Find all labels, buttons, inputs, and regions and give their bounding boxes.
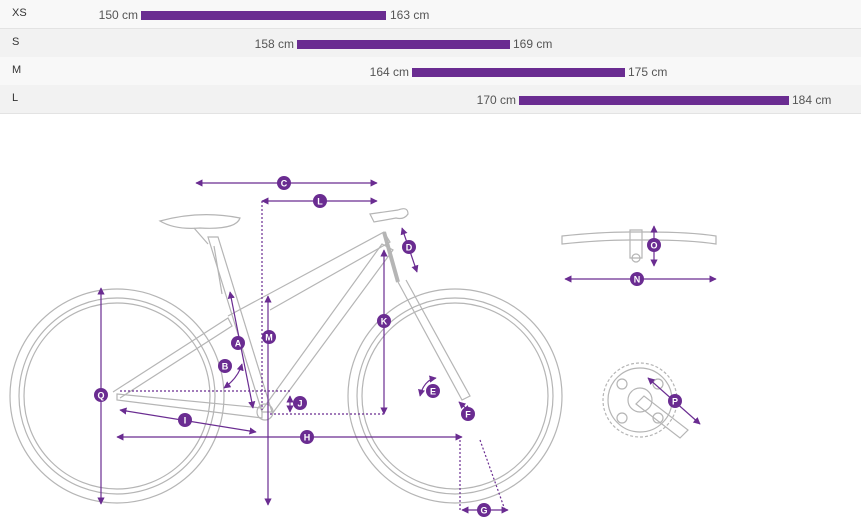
bike-outline <box>9 208 563 504</box>
seat-clamp <box>193 227 209 245</box>
badge-m: M <box>262 330 276 344</box>
size-range-bar <box>297 40 510 49</box>
size-label: L <box>12 92 19 104</box>
size-range-bar <box>519 96 789 105</box>
badge-q-label: Q <box>97 391 104 401</box>
badge-c-label: C <box>281 179 288 189</box>
badge-e-label: E <box>430 387 436 397</box>
front-wheel <box>347 288 563 504</box>
badge-p-label: P <box>672 397 678 407</box>
badge-o: O <box>647 238 661 252</box>
rear-wheel <box>9 288 225 504</box>
badge-j: J <box>293 396 307 410</box>
seatpost <box>213 245 223 295</box>
size-range-bar <box>412 68 625 77</box>
frame <box>112 208 471 421</box>
badge-p: P <box>668 394 682 408</box>
handlebar-top-view <box>561 229 717 263</box>
size-max-height: 175 cm <box>628 65 668 79</box>
badge-m-label: M <box>265 333 273 343</box>
size-row-s: S 158 cm 169 cm <box>0 29 861 58</box>
badge-a: A <box>231 336 245 350</box>
size-row-l: L 170 cm 184 cm <box>0 85 861 114</box>
badge-i-label: I <box>184 416 187 426</box>
size-min-height: 158 cm <box>254 37 294 51</box>
size-min-height: 164 cm <box>369 65 409 79</box>
badge-h: H <box>300 430 314 444</box>
size-range-bar <box>141 11 386 20</box>
badge-a-label: A <box>235 339 242 349</box>
stem-handlebar <box>369 208 409 223</box>
size-max-height: 184 cm <box>792 93 832 107</box>
size-row-xs: XS 150 cm 163 cm <box>0 0 861 29</box>
badge-q: Q <box>94 388 108 402</box>
badge-k-label: K <box>381 317 388 327</box>
chain-stay <box>116 393 263 419</box>
badge-b-label: B <box>222 362 229 372</box>
badge-h-label: H <box>304 433 311 443</box>
arc-b <box>223 363 244 389</box>
size-label: XS <box>12 7 27 19</box>
crank-arm <box>635 395 689 439</box>
badge-g-label: G <box>480 506 487 516</box>
fork <box>397 279 471 401</box>
size-min-height: 150 cm <box>98 8 138 22</box>
badge-j-label: J <box>297 399 302 409</box>
size-max-height: 163 cm <box>390 8 430 22</box>
badge-l-label: L <box>317 197 323 207</box>
badge-c: C <box>277 176 291 190</box>
badge-f: F <box>461 407 475 421</box>
badge-l: L <box>313 194 327 208</box>
line-a <box>227 291 256 409</box>
size-chart: XS 150 cm 163 cm S 158 cm 169 cm M 164 c… <box>0 0 861 114</box>
bike-geometry-diagram: A B C D E F G H I J K L M N O P Q <box>9 176 717 517</box>
badge-f-label: F <box>465 410 471 420</box>
size-row-m: M 164 cm 175 cm <box>0 57 861 86</box>
badge-g: G <box>477 503 491 517</box>
badge-n: N <box>630 272 644 286</box>
badge-d: D <box>402 240 416 254</box>
down-tube <box>261 243 394 415</box>
head-tube <box>382 231 400 283</box>
badge-o-label: O <box>650 241 657 251</box>
badge-e: E <box>426 384 440 398</box>
size-label: S <box>12 36 20 48</box>
badge-k: K <box>377 314 391 328</box>
badge-b: B <box>218 359 232 373</box>
arc-e <box>418 375 437 397</box>
saddle <box>158 214 241 229</box>
guide-g-right <box>479 439 506 511</box>
size-label: M <box>12 64 22 76</box>
badge-i: I <box>178 413 192 427</box>
size-max-height: 169 cm <box>513 37 553 51</box>
badge-d-label: D <box>406 243 413 253</box>
badge-n-label: N <box>634 275 641 285</box>
size-min-height: 170 cm <box>476 93 516 107</box>
top-tube <box>227 231 391 317</box>
